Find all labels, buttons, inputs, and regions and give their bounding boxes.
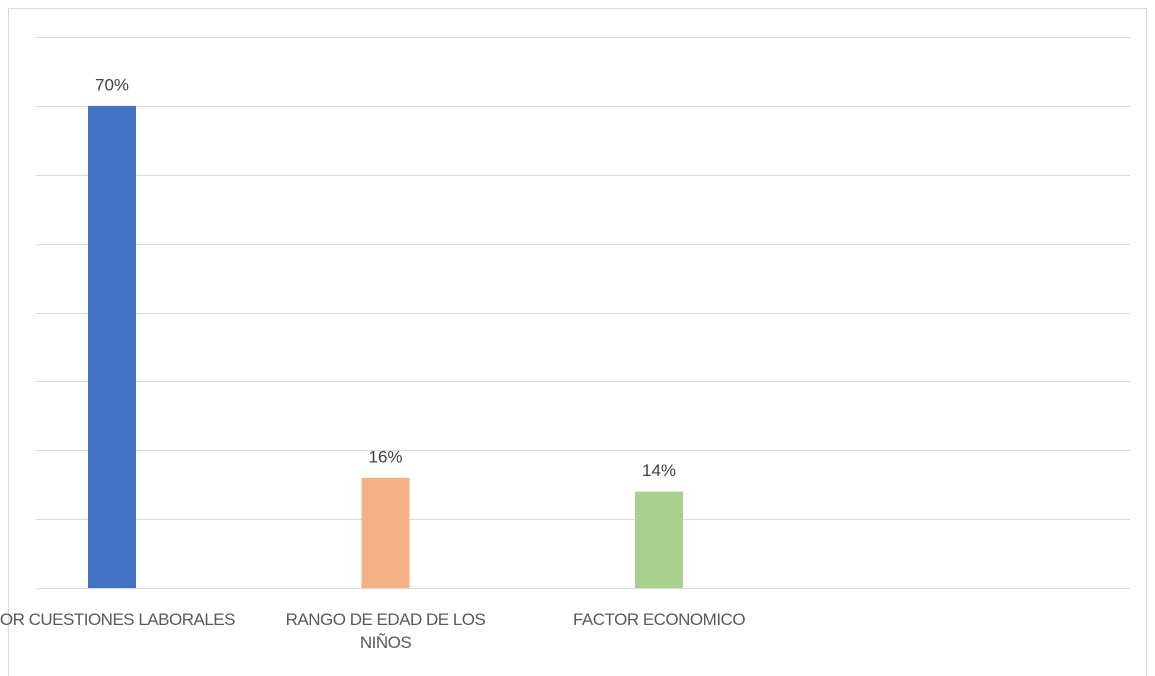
bar — [635, 491, 683, 588]
chart-border — [8, 8, 1147, 676]
data-label: 70% — [95, 75, 129, 94]
x-tick-label: POR CUESTIONES LABORALES — [0, 610, 235, 629]
bar — [88, 105, 136, 588]
data-label: 14% — [642, 461, 676, 480]
data-label: 16% — [368, 447, 402, 466]
x-tick-label: RANGO DE EDAD DE LOS NIÑOS — [285, 610, 486, 652]
x-tick-label: FACTOR ECONOMICO — [572, 610, 746, 629]
bar — [361, 477, 410, 588]
